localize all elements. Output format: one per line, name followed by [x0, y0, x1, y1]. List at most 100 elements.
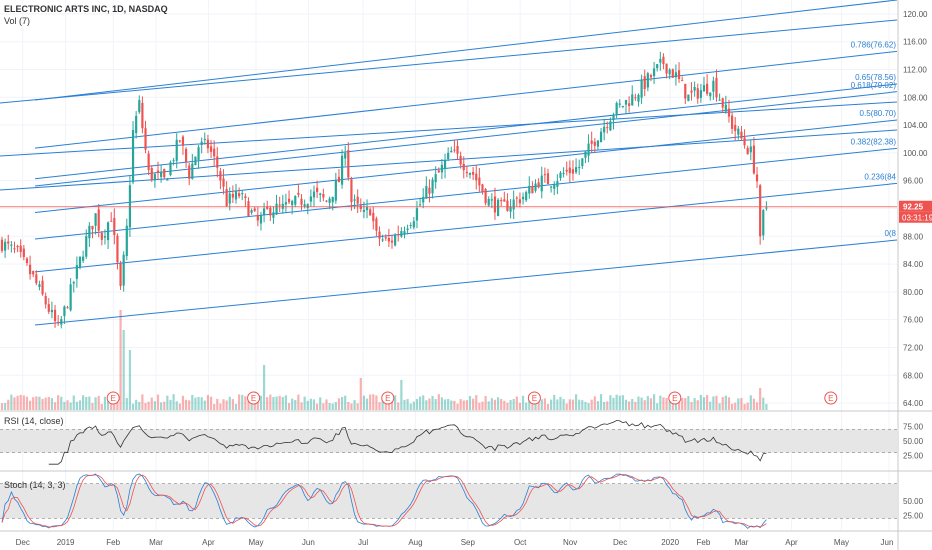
candle-body: [656, 64, 659, 69]
candle-body: [344, 153, 347, 159]
candle-body: [762, 210, 765, 236]
candle-body: [546, 173, 550, 185]
candle-body: [406, 228, 409, 231]
volume-bar: [344, 395, 347, 410]
fib-line[interactable]: [34, 0, 898, 101]
earnings-marker[interactable]: E: [106, 391, 120, 405]
candle-body: [250, 210, 253, 213]
volume-bar: [184, 399, 188, 410]
candle-body: [35, 274, 38, 284]
volume-title[interactable]: Vol (7): [4, 16, 31, 26]
fib-line[interactable]: [34, 83, 898, 180]
volume-bar: [615, 394, 618, 410]
stoch-legend[interactable]: Stoch (14, 3, 3): [4, 480, 66, 490]
volume-bar: [72, 395, 75, 410]
candle-body: [138, 100, 141, 113]
candle-body: [319, 193, 322, 195]
earnings-marker[interactable]: E: [668, 391, 682, 405]
volume-bar: [41, 398, 44, 410]
rsi-title[interactable]: RSI (14, close): [4, 416, 64, 426]
fib-label: 0(8: [884, 229, 896, 238]
candle-body: [693, 87, 696, 91]
volume-bar: [531, 399, 534, 410]
earnings-marker[interactable]: E: [247, 391, 261, 405]
candle-body: [78, 256, 82, 268]
volume-bar: [13, 397, 16, 410]
volume-legend[interactable]: Vol (7): [4, 16, 30, 26]
candle-body: [25, 258, 29, 264]
fib-label: 0.786(76.62): [851, 40, 897, 49]
candle-body: [303, 204, 306, 207]
candle-body: [0, 239, 4, 251]
candle-body: [662, 56, 665, 65]
fib-line[interactable]: [34, 50, 898, 149]
volume-bar: [32, 397, 35, 410]
candle-body: [253, 208, 256, 211]
price-tick-label: 68.00: [903, 371, 924, 380]
channel-line[interactable]: [0, 19, 898, 104]
volume-bar: [721, 397, 724, 410]
candle-body: [509, 206, 512, 212]
candle-body: [141, 102, 144, 129]
candle-body: [72, 282, 75, 284]
volume-bar: [175, 401, 178, 410]
candle-body: [144, 128, 147, 150]
fib-line[interactable]: [34, 91, 898, 187]
candle-body: [556, 181, 559, 187]
volume-bar: [28, 400, 32, 410]
symbol-legend[interactable]: ELECTRONIC ARTS INC, 1D, NASDAQ: [4, 4, 168, 14]
volume-bar: [138, 401, 141, 410]
volume-bar: [197, 396, 200, 410]
fib-line[interactable]: [34, 239, 898, 326]
fib-line[interactable]: [34, 119, 898, 213]
candle-body: [456, 145, 459, 154]
candle-body: [643, 76, 646, 90]
earnings-marker[interactable]: E: [527, 391, 541, 405]
rsi-tick-label: 50.00: [903, 437, 924, 446]
candle-body: [453, 149, 456, 151]
candle-body: [681, 80, 684, 82]
candles: [0, 51, 768, 329]
volume-bar: [206, 395, 210, 410]
channel-line[interactable]: [0, 101, 898, 157]
candle-body: [450, 150, 453, 153]
candle-body: [113, 218, 116, 236]
volume-bar: [275, 396, 278, 410]
volume-bar: [403, 399, 406, 410]
candle-body: [28, 264, 32, 275]
fib-line[interactable]: [34, 182, 898, 273]
time-tick-label: Jun: [881, 538, 894, 547]
time-tick-label: Mar: [735, 538, 749, 547]
candle-body: [727, 108, 731, 117]
candle-body: [7, 241, 10, 244]
candle-body: [85, 236, 88, 257]
volume-bar: [128, 350, 132, 410]
symbol-title[interactable]: ELECTRONIC ARTS INC, 1D, NASDAQ: [4, 4, 168, 14]
candle-body: [740, 131, 743, 139]
volume-bar: [25, 396, 29, 410]
earnings-circle: [247, 391, 261, 405]
earnings-marker[interactable]: E: [381, 391, 395, 405]
volume-bar: [69, 402, 72, 410]
candle-body: [481, 184, 484, 192]
price-axis[interactable]: 120.00 116.00 112.00 108.00 104.00 100.00 96.0…: [899, 10, 932, 521]
candle-body: [19, 245, 22, 253]
candle-body: [203, 138, 206, 140]
volume-bar: [369, 394, 372, 410]
stoch-title[interactable]: Stoch (14, 3, 3): [4, 480, 66, 490]
candle-body: [347, 150, 350, 178]
volume-bar: [100, 403, 103, 410]
volume-bar: [484, 395, 487, 410]
volume-bar: [640, 397, 643, 410]
price-tick-label: 80.00: [903, 288, 924, 297]
rsi-legend[interactable]: RSI (14, close): [4, 416, 64, 426]
volume-bar: [422, 395, 425, 410]
time-axis[interactable]: Dec 2019 Feb Mar Apr May Jun Jul Aug Sep Oct Nov Dec…: [16, 538, 894, 547]
price-tick-label: 76.00: [903, 316, 924, 325]
candle-body: [337, 176, 341, 183]
candle-body: [57, 321, 60, 324]
volume-bar: [119, 310, 122, 410]
earnings-marker[interactable]: E: [824, 391, 838, 405]
